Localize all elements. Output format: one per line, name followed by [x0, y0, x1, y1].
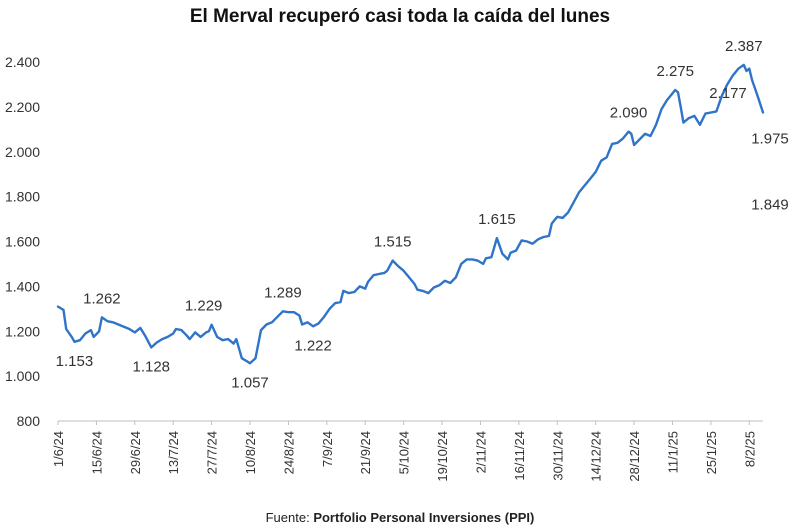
x-tick-label: 29/6/24 [128, 431, 143, 474]
x-tick-label: 30/11/24 [550, 431, 565, 481]
y-tick-label: 1.200 [5, 323, 40, 339]
annotation-label: 2.275 [656, 63, 694, 80]
y-tick-label: 2.200 [5, 99, 40, 115]
y-axis-labels: 800 1.000 1.200 1.400 1.600 1.800 2.000 2.200 2.… [5, 54, 40, 429]
annotation-label: 1.229 [185, 298, 223, 315]
x-tick-label: 13/7/24 [166, 431, 181, 474]
source-prefix: Fuente: [265, 510, 314, 525]
y-tick-label: 800 [17, 413, 41, 429]
x-tick-label: 1/6/24 [51, 431, 66, 467]
source-name: Portfolio Personal Inversiones (PPI) [313, 510, 535, 525]
x-tick-label: 2/11/24 [473, 431, 488, 473]
x-tick-label: 7/9/24 [320, 431, 335, 467]
x-tick-label: 5/10/24 [397, 431, 412, 474]
y-tick-label: 1.000 [5, 368, 40, 384]
y-tick-label: 2.400 [5, 54, 40, 70]
annotation-label: 1.222 [294, 337, 332, 354]
x-tick-label: 11/1/25 [665, 431, 680, 473]
annotation-label: 1.128 [132, 358, 170, 375]
annotation-label: 1.262 [83, 290, 121, 307]
annotation-label: 1.289 [264, 284, 302, 301]
annotation-label: 1.849 [751, 197, 789, 214]
annotation-label: 1.975 [751, 130, 789, 147]
chart-title: El Merval recuperó casi toda la caída de… [189, 6, 611, 27]
annotation-label: 1.057 [231, 374, 269, 391]
x-tick-label: 27/7/24 [205, 431, 220, 474]
y-tick-label: 1.400 [5, 278, 40, 294]
data-annotations: 1.262 1.153 1.128 1.229 1.057 1.289 1.222 1.515… [56, 38, 789, 391]
annotation-label: 2.177 [709, 85, 747, 102]
x-tick-label: 14/12/24 [589, 431, 604, 482]
y-tick-label: 1.800 [5, 189, 40, 205]
annotation-label: 2.090 [610, 105, 648, 122]
x-tick-label: 15/6/24 [89, 431, 104, 474]
annotation-label: 1.515 [374, 234, 412, 251]
x-tick-label: 16/11/24 [512, 431, 527, 481]
x-tick-label: 21/9/24 [358, 431, 373, 474]
y-tick-label: 1.600 [5, 234, 40, 250]
x-tick-label: 28/12/24 [627, 431, 642, 482]
merval-series-line [56, 63, 765, 365]
x-tick-label: 8/2/25 [742, 431, 757, 467]
y-tick-label: 2.000 [5, 144, 40, 160]
annotation-label: 2.387 [725, 38, 763, 55]
annotation-label: 1.615 [478, 211, 516, 228]
x-tick-label: 10/8/24 [243, 431, 258, 474]
x-tick-label: 24/8/24 [281, 431, 296, 474]
x-axis-labels: 1/6/24 15/6/24 29/6/24 13/7/24 27/7/24 10/8/2… [51, 431, 757, 482]
x-tick-label: 19/10/24 [435, 431, 450, 482]
x-tick-label: 25/1/25 [704, 431, 719, 474]
axes [57, 420, 763, 425]
annotation-label: 1.153 [56, 353, 94, 370]
series-lines [56, 63, 765, 365]
source-note: Fuente: Portfolio Personal Inversiones (… [0, 510, 800, 525]
